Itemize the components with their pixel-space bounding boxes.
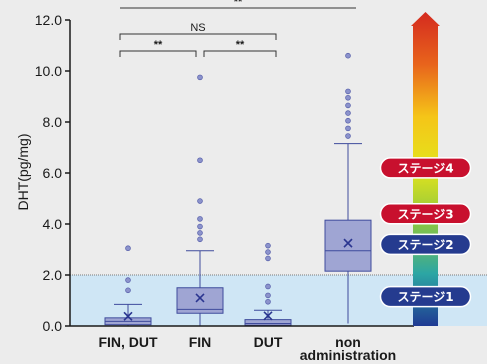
outlier-point (345, 88, 351, 95)
x-category-label: FIN (189, 334, 212, 350)
mean-marker (263, 311, 273, 321)
box (324, 219, 372, 272)
outlier-point (265, 283, 271, 290)
outlier-point (265, 242, 271, 249)
bracket-line (203, 50, 277, 57)
stage-badge: ステージ3 (379, 203, 472, 225)
stage-badge-label: ステージ4 (397, 161, 453, 175)
outlier-point (265, 292, 271, 299)
outlier-point (125, 287, 131, 294)
mean-marker (195, 293, 205, 303)
outlier-point (197, 223, 203, 230)
outlier-point (345, 133, 351, 139)
stage-badge-bg (379, 157, 472, 179)
box (244, 319, 292, 326)
box-group (176, 74, 224, 326)
x-category-label: DUT (254, 334, 283, 350)
bracket-line (119, 50, 197, 57)
x-category-label: FIN, DUT (98, 334, 158, 350)
outlier-point (345, 94, 351, 101)
outlier-point (125, 277, 131, 283)
y-tick-label: 10.0 (35, 63, 62, 79)
outlier-point (197, 216, 203, 222)
stage-badge-bg (379, 285, 472, 308)
mean-marker (123, 311, 133, 321)
y-tick-label: 4.0 (43, 216, 63, 232)
y-tick-label: 8.0 (43, 114, 63, 130)
outlier-point (197, 74, 203, 81)
stage-badge-label: ステージ3 (397, 207, 453, 221)
outlier-point (345, 125, 351, 132)
outlier-point (265, 298, 271, 305)
outlier-point (197, 236, 203, 243)
mean-marker (343, 238, 353, 248)
outlier-point (345, 117, 351, 124)
stage-badge-label: ステージ2 (397, 238, 453, 252)
stage-badge-bg (379, 203, 472, 225)
y-tick-label: 12.0 (35, 12, 62, 28)
bracket-label: NS (190, 22, 205, 34)
outlier-point (197, 230, 203, 236)
bracket-label: ** (154, 39, 163, 51)
outlier-point (197, 157, 203, 164)
significance-bracket: ** (119, 39, 197, 57)
stage-badge: ステージ2 (379, 233, 472, 256)
box-group (104, 245, 152, 326)
y-tick-label: 6.0 (43, 165, 63, 181)
outlier-point (265, 255, 271, 262)
box-group (244, 242, 292, 326)
significance-bracket: NS (119, 22, 277, 40)
stage-badge: ステージ1 (379, 285, 472, 308)
outlier-point (345, 102, 351, 109)
stage-badge: ステージ4 (379, 157, 472, 179)
x-category-label-line: administration (300, 347, 396, 363)
y-tick-label: 0.0 (43, 318, 63, 334)
bracket-label: ** (236, 39, 245, 51)
outlier-point (265, 249, 271, 255)
x-category-label: non administration (300, 334, 396, 363)
y-axis-label: DHT(pg/mg) (15, 133, 31, 210)
significance-bracket: ** (203, 39, 277, 57)
stage-badge-label: ステージ1 (397, 290, 453, 304)
bracket-line (119, 33, 277, 40)
outlier-point (345, 52, 351, 59)
x-category-label-line: non (335, 334, 361, 350)
outlier-point (197, 198, 203, 204)
y-tick-label: 2.0 (43, 267, 63, 283)
outlier-point (125, 245, 131, 252)
bracket-label: ** (234, 0, 243, 8)
stage-badge-bg (379, 233, 472, 256)
significance-bracket: ** (120, 0, 356, 9)
box-group (324, 52, 372, 324)
outlier-point (345, 110, 351, 116)
